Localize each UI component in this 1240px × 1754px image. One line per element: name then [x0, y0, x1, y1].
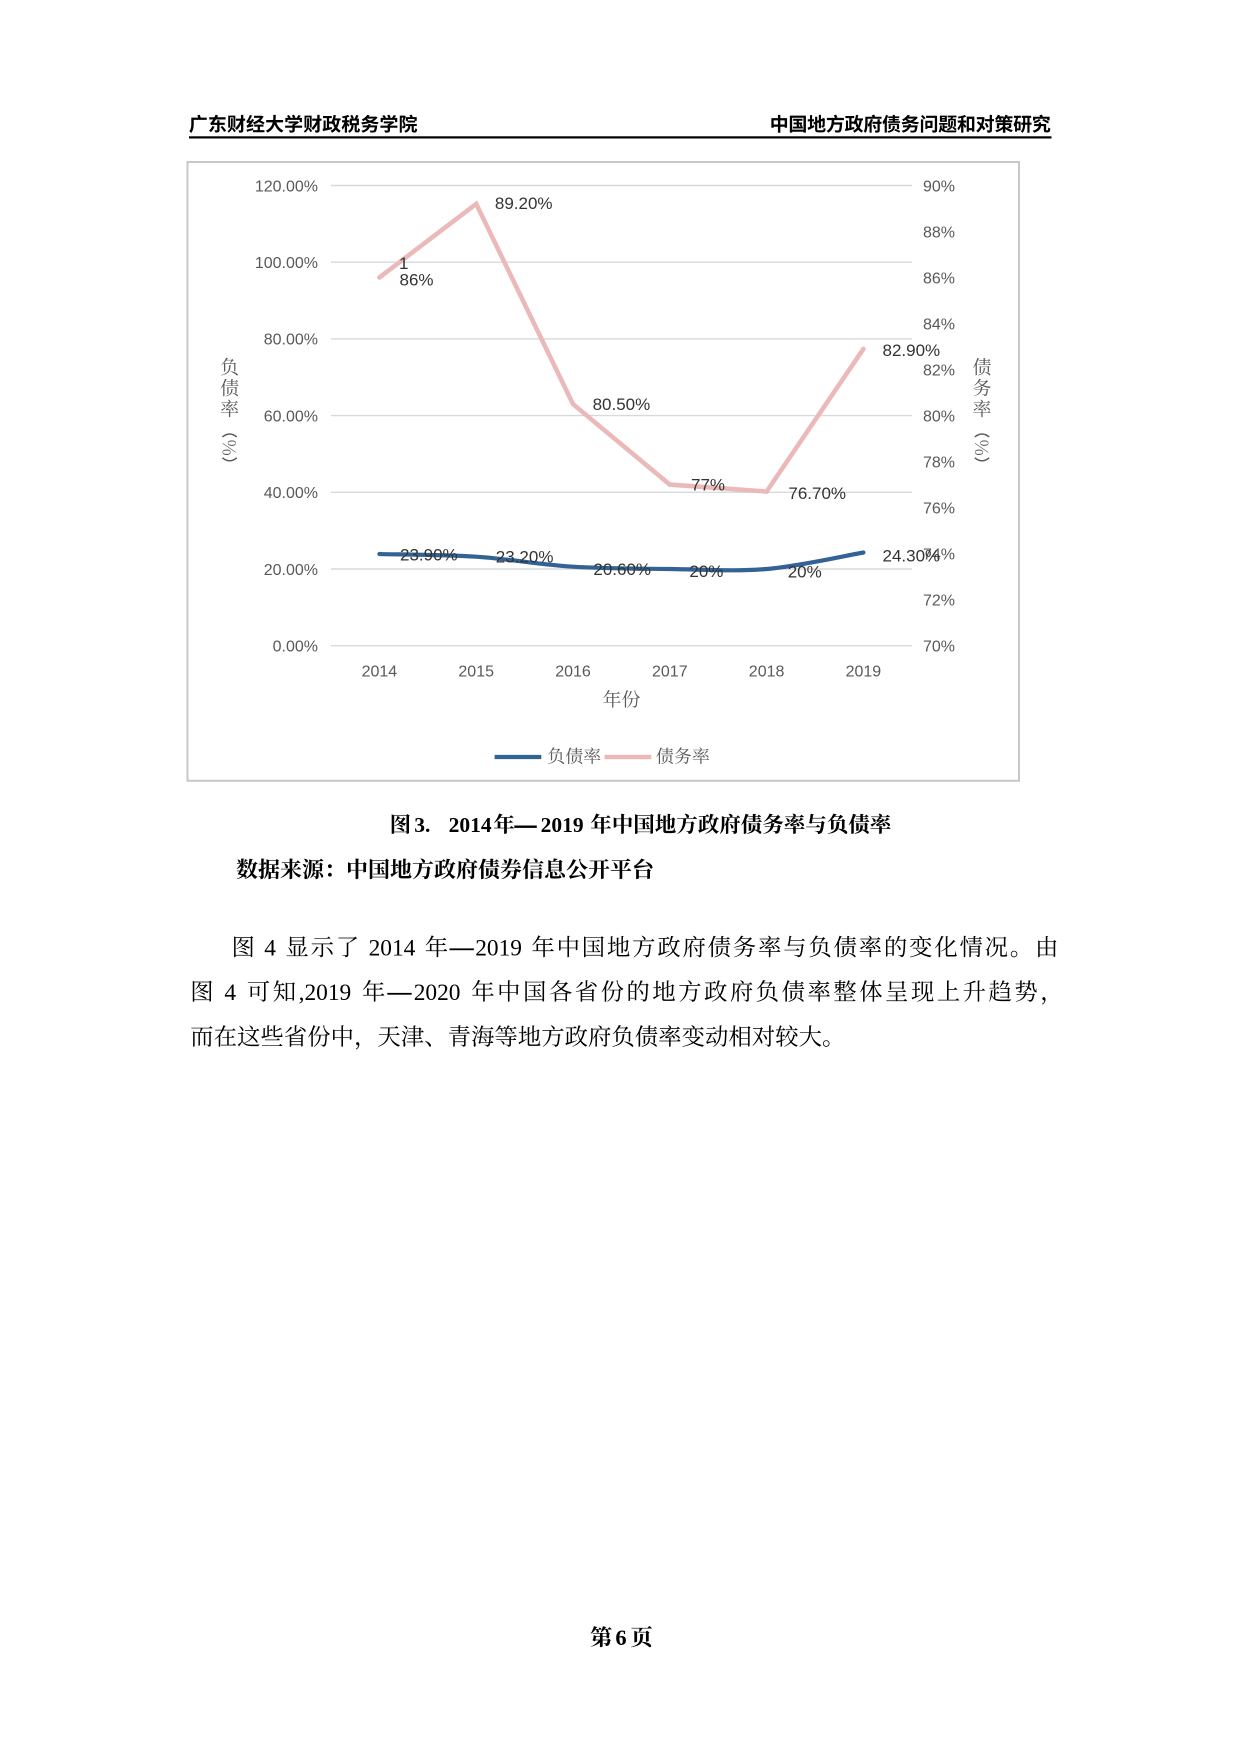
svg-text:23.90%: 23.90% — [400, 546, 458, 565]
svg-text:2014: 2014 — [362, 663, 398, 680]
svg-text:20%: 20% — [689, 562, 723, 581]
svg-text:77%: 77% — [691, 476, 725, 495]
svg-text:20%: 20% — [788, 563, 822, 582]
svg-text:20.00%: 20.00% — [264, 562, 318, 579]
svg-text:88%: 88% — [923, 224, 955, 241]
svg-text:24.30%: 24.30% — [883, 546, 941, 565]
svg-text:2014: 2014 — [369, 935, 416, 961]
svg-text:0.00%: 0.00% — [273, 639, 318, 656]
svg-text:89.20%: 89.20% — [495, 194, 553, 213]
svg-text:40.00%: 40.00% — [264, 485, 318, 502]
svg-text:86%: 86% — [923, 270, 955, 287]
svg-text:20.60%: 20.60% — [593, 560, 651, 579]
svg-text:76%: 76% — [923, 500, 955, 517]
svg-text:74%: 74% — [923, 547, 955, 564]
svg-text:84%: 84% — [923, 316, 955, 333]
svg-text:1: 1 — [399, 254, 408, 273]
svg-text:120.00%: 120.00% — [255, 178, 318, 195]
svg-text:2014: 2014 — [449, 813, 492, 837]
svg-text:80.50%: 80.50% — [593, 395, 651, 414]
svg-text:2020: 2020 — [414, 980, 461, 1006]
svg-text:82%: 82% — [923, 362, 955, 379]
svg-text:2015: 2015 — [458, 663, 494, 680]
svg-text:80%: 80% — [923, 408, 955, 425]
svg-text:2016: 2016 — [555, 663, 591, 680]
svg-text:2017: 2017 — [652, 663, 688, 680]
svg-text:60.00%: 60.00% — [264, 408, 318, 425]
svg-text:23.20%: 23.20% — [496, 548, 554, 567]
svg-text:2019: 2019 — [541, 813, 584, 837]
svg-text:4: 4 — [224, 980, 236, 1006]
svg-text:70%: 70% — [923, 639, 955, 656]
svg-text:86%: 86% — [400, 271, 434, 290]
svg-text:2019: 2019 — [846, 663, 882, 680]
svg-text:100.00%: 100.00% — [255, 255, 318, 272]
svg-text:2019: 2019 — [475, 935, 522, 961]
svg-text:3.: 3. — [414, 813, 430, 837]
svg-text:80.00%: 80.00% — [264, 332, 318, 349]
svg-text:76.70%: 76.70% — [788, 484, 846, 503]
svg-text:,2019: ,2019 — [299, 980, 352, 1006]
svg-text:6: 6 — [615, 1625, 626, 1650]
svg-text:82.90%: 82.90% — [883, 341, 941, 360]
svg-text:78%: 78% — [923, 454, 955, 471]
svg-text:90%: 90% — [923, 178, 955, 195]
svg-text:72%: 72% — [923, 593, 955, 610]
svg-text:2018: 2018 — [749, 663, 785, 680]
svg-text:4: 4 — [264, 935, 276, 961]
